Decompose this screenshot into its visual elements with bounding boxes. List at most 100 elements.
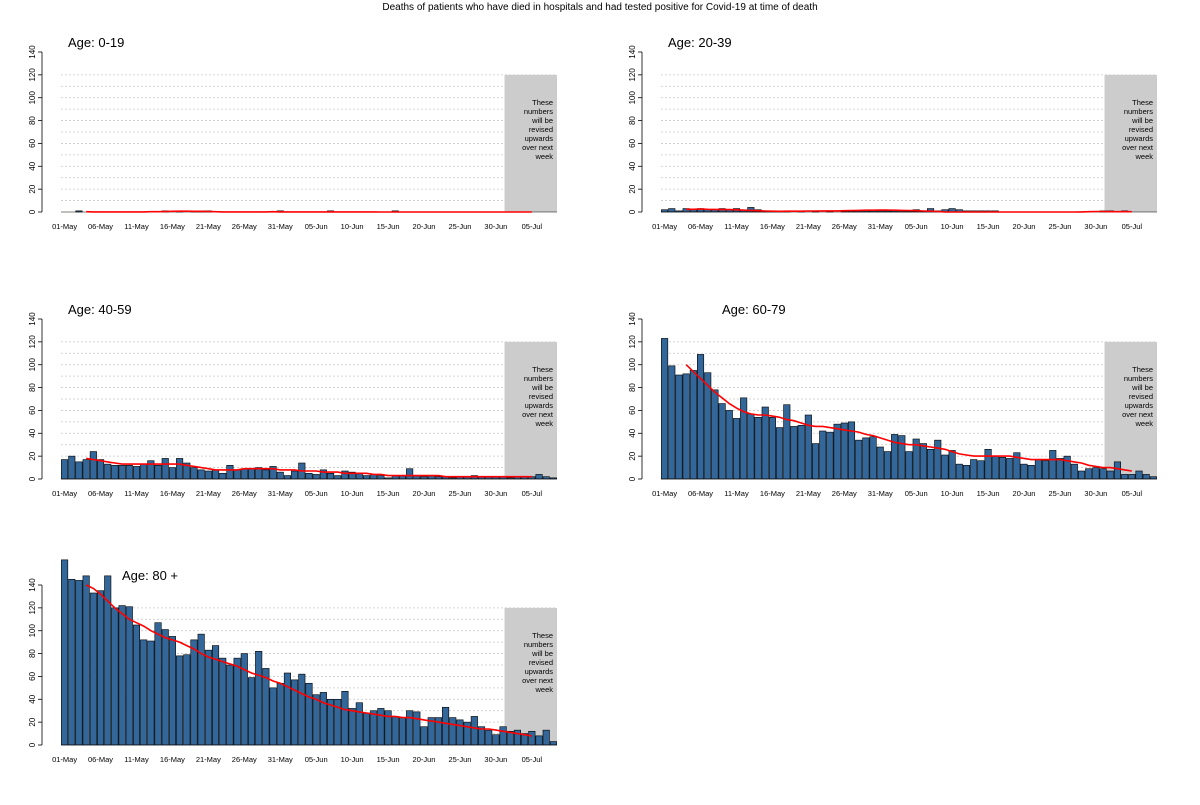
bar <box>833 423 841 480</box>
x-tick-label: 01-May <box>52 755 77 764</box>
x-tick-label: 20-Jun <box>1013 222 1036 231</box>
bar <box>247 468 256 480</box>
annotation: over next <box>522 676 554 685</box>
bar <box>826 431 834 480</box>
annotation: upwards <box>525 134 554 143</box>
bar <box>355 472 363 480</box>
bar <box>219 657 227 746</box>
y-tick-label: 20 <box>28 184 37 193</box>
x-tick-label: 10-Jun <box>341 755 364 764</box>
bar <box>413 711 421 746</box>
x-tick-label: 30-Jun <box>484 222 507 231</box>
y-tick-label: 0 <box>628 209 637 214</box>
bar <box>377 708 385 746</box>
bar <box>305 472 313 480</box>
y-tick-label: 120 <box>628 68 637 82</box>
x-tick-label: 15-Jun <box>377 489 400 498</box>
bar <box>513 729 521 746</box>
x-tick-label: 05-Jul <box>522 222 543 231</box>
bar <box>718 403 726 480</box>
annotation: will be <box>531 383 553 392</box>
x-tick-label: 31-May <box>868 489 893 498</box>
annotation: week <box>534 419 553 428</box>
x-tick-label: 26-May <box>232 222 257 231</box>
bar <box>355 702 363 746</box>
bar <box>255 650 263 746</box>
bar <box>269 687 277 746</box>
y-tick-label: 60 <box>28 405 37 414</box>
annotation: will be <box>1131 116 1153 125</box>
annotation: upwards <box>1125 401 1154 410</box>
bar <box>140 639 148 746</box>
bar <box>327 472 335 480</box>
bar <box>535 735 543 746</box>
bar <box>934 439 942 480</box>
x-tick-label: 31-May <box>868 222 893 231</box>
y-tick-label: 120 <box>628 335 637 349</box>
x-tick-label: 20-Jun <box>413 755 436 764</box>
bar <box>370 710 378 746</box>
bar <box>819 430 827 480</box>
y-tick-label: 80 <box>628 383 637 392</box>
x-tick-label: 21-May <box>196 755 221 764</box>
bar <box>219 472 227 480</box>
annotation: numbers <box>1124 107 1153 116</box>
x-tick-label: 21-May <box>196 489 221 498</box>
bar <box>1070 463 1078 480</box>
bar <box>118 464 126 480</box>
y-tick-label: 140 <box>28 45 37 59</box>
bar <box>334 475 342 480</box>
annotation: These <box>532 631 553 640</box>
annotation: week <box>534 685 553 694</box>
y-tick-label: 100 <box>28 357 37 371</box>
bar <box>154 622 162 746</box>
bar <box>905 451 913 480</box>
bar <box>111 464 119 480</box>
shade <box>1104 74 1157 212</box>
bar <box>797 424 805 480</box>
y-tick-label: 80 <box>628 116 637 125</box>
annotation: revised <box>1129 125 1153 134</box>
bar <box>118 605 126 746</box>
bar <box>1049 450 1057 480</box>
x-tick-label: 26-May <box>832 489 857 498</box>
y-tick-label: 0 <box>28 742 37 747</box>
y-tick-label: 120 <box>28 601 37 615</box>
x-tick-label: 30-Jun <box>484 489 507 498</box>
bar <box>704 372 712 480</box>
panel-title: Age: 80 + <box>122 568 178 583</box>
annotation: numbers <box>524 374 553 383</box>
panel-title: Age: 60-79 <box>722 302 786 317</box>
panel-title: Age: 20-39 <box>668 35 732 50</box>
x-tick-label: 05-Jul <box>522 755 543 764</box>
x-tick-label: 06-May <box>88 222 113 231</box>
bar <box>668 208 676 213</box>
bar <box>1128 474 1136 480</box>
annotation: These <box>1132 98 1153 107</box>
bar <box>276 471 284 480</box>
bar <box>262 668 270 746</box>
x-tick-label: 10-Jun <box>341 222 364 231</box>
bar <box>442 706 450 746</box>
x-tick-label: 25-Jun <box>448 489 471 498</box>
x-tick-label: 11-May <box>124 755 149 764</box>
y-tick-label: 40 <box>28 161 37 170</box>
shade <box>1104 341 1157 479</box>
bar <box>697 354 705 480</box>
bar <box>962 464 971 480</box>
y-tick-label: 0 <box>28 476 37 481</box>
x-tick-label: 11-May <box>724 222 749 231</box>
annotation: will be <box>531 116 553 125</box>
bar <box>276 682 284 746</box>
x-tick-label: 16-May <box>160 489 185 498</box>
bar <box>711 389 719 480</box>
bar <box>161 458 169 480</box>
bar <box>190 639 198 746</box>
x-tick-label: 30-Jun <box>1084 222 1107 231</box>
y-tick-label: 20 <box>28 717 37 726</box>
bar <box>1056 458 1064 480</box>
bar <box>661 338 669 480</box>
annotation: will be <box>531 649 553 658</box>
